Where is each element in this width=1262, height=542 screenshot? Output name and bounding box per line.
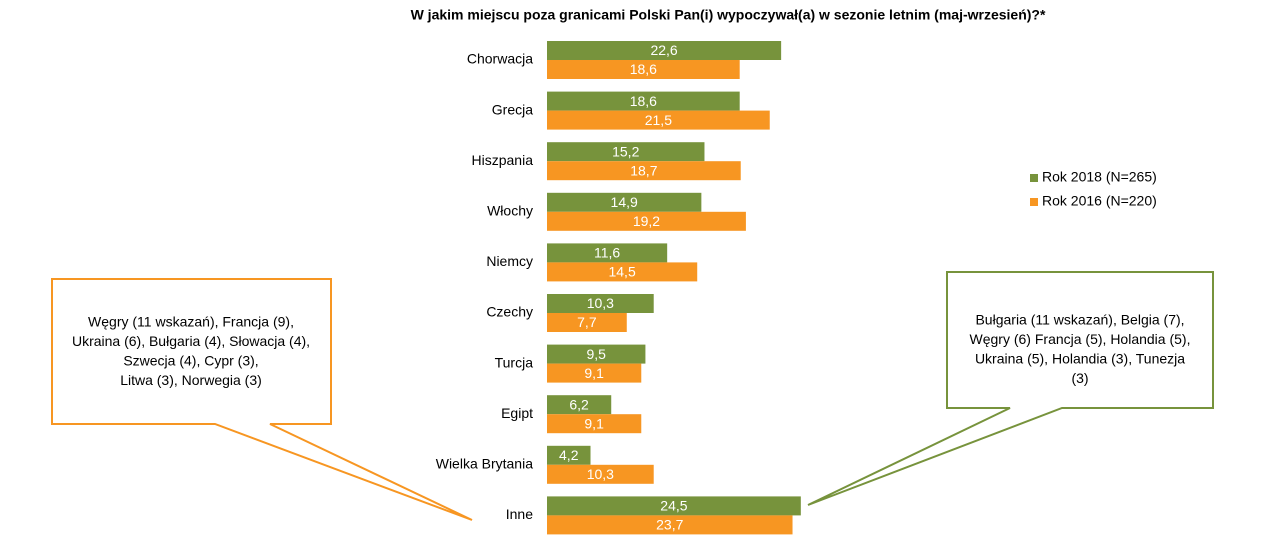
value-label: 18,6 [630, 93, 657, 109]
bar [547, 414, 642, 434]
bar [547, 515, 793, 535]
value-label: 9,1 [584, 365, 604, 381]
bar [547, 91, 740, 111]
bar [547, 60, 740, 79]
value-label: 10,3 [587, 295, 614, 311]
callout-text: (3) [1071, 370, 1088, 386]
category-label: Czechy [486, 304, 533, 320]
value-label: 10,3 [587, 466, 614, 482]
bar [547, 41, 782, 60]
callout-text: Węgry (11 wskazań), Francja (9), [88, 314, 294, 330]
category-label: Włochy [487, 203, 533, 219]
value-label: 18,6 [630, 61, 657, 77]
bar [547, 445, 591, 465]
callout-text: Ukraina (5), Holandia (3), Tunezja [975, 351, 1185, 367]
category-label: Turcja [495, 354, 534, 370]
callout-text: Szwecja (4), Cypr (3), [123, 353, 258, 369]
chart-title: W jakim miejscu poza granicami Polski Pa… [411, 7, 1046, 23]
value-label: 21,5 [645, 112, 672, 128]
bar [547, 363, 642, 383]
value-label: 14,9 [611, 194, 638, 210]
category-label: Hiszpania [472, 152, 534, 168]
callout-text: Ukraina (6), Bułgaria (4), Słowacja (4), [72, 333, 310, 349]
bar [547, 142, 705, 162]
category-label: Grecja [492, 101, 533, 117]
category-label: Chorwacja [467, 51, 533, 67]
value-label: 15,2 [612, 143, 639, 159]
bar [547, 192, 702, 212]
value-label: 9,5 [586, 346, 606, 362]
callout-left [51, 278, 473, 521]
category-label: Niemcy [486, 253, 533, 269]
bar [547, 313, 627, 332]
value-label: 18,7 [630, 162, 657, 178]
bar [547, 464, 654, 484]
value-label: 6,2 [569, 396, 589, 412]
callout-right [807, 271, 1214, 506]
bar [547, 161, 741, 181]
bar [547, 344, 646, 364]
category-label: Wielka Brytania [436, 456, 533, 472]
value-label: 22,6 [650, 42, 677, 58]
bar [547, 294, 654, 313]
bar [547, 243, 668, 263]
value-label: 14,5 [608, 264, 635, 280]
callout-text: Bułgaria (11 wskazań), Belgia (7), [975, 312, 1184, 328]
bar [547, 262, 698, 282]
value-label: 23,7 [656, 517, 683, 533]
legend-swatch [1030, 198, 1038, 206]
callout-text: Węgry (6) Francja (5), Holandia (5), [970, 331, 1191, 347]
value-label: 11,6 [594, 245, 620, 261]
value-label: 4,2 [559, 447, 579, 463]
bar [547, 496, 801, 516]
category-label: Inne [506, 506, 533, 522]
value-label: 7,7 [577, 314, 597, 330]
bar [547, 110, 770, 130]
bar [547, 211, 746, 231]
legend-label: Rok 2018 (N=265) [1042, 169, 1157, 185]
callout-text: Litwa (3), Norwegia (3) [120, 372, 262, 388]
legend-label: Rok 2016 (N=220) [1042, 193, 1157, 209]
value-label: 24,5 [660, 498, 687, 514]
value-label: 19,2 [633, 213, 660, 229]
category-label: Egipt [501, 405, 533, 421]
value-label: 9,1 [584, 415, 604, 431]
bar [547, 395, 612, 415]
legend-swatch [1030, 174, 1038, 182]
